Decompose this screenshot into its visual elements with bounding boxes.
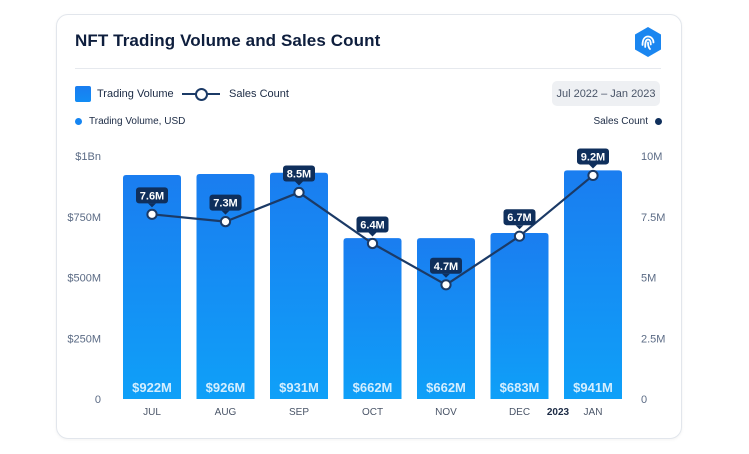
bar-trading-volume	[196, 173, 255, 399]
bar-trading-volume	[123, 174, 181, 399]
bar-value-label: $683M	[500, 380, 540, 395]
chart-title: NFT Trading Volume and Sales Count	[75, 31, 381, 50]
sales-count-label: 4.7M	[434, 261, 458, 273]
bar-value-label: $662M	[353, 380, 393, 395]
sales-count-label: 8.5M	[287, 168, 311, 180]
left-axis-title: Trading Volume, USD	[75, 116, 185, 127]
bar-trading-volume	[490, 233, 549, 399]
left-axis-tick-label: $500M	[67, 273, 101, 285]
x-axis-category-label: AUG	[215, 407, 237, 418]
date-range-button[interactable]: Jul 2022 – Jan 2023	[552, 81, 660, 106]
x-axis-category-label: JUL	[143, 407, 161, 418]
right-axis-title: Sales Count	[594, 116, 662, 127]
legend-trading-volume-label: Trading Volume	[97, 88, 174, 100]
sales-count-label-badge	[430, 257, 462, 274]
sales-count-label-badge	[136, 187, 168, 204]
bar-value-label: $941M	[573, 380, 613, 395]
sales-count-label-pointer	[442, 273, 450, 278]
right-axis-dot	[655, 118, 662, 125]
legend-sales-count-marker	[195, 88, 208, 101]
sales-count-label-badge	[356, 216, 389, 233]
left-axis-tick-label: $750M	[67, 212, 101, 224]
right-axis-title-text: Sales Count	[593, 116, 648, 127]
header-divider	[75, 68, 661, 69]
x-axis-category-label: DEC	[509, 407, 530, 418]
sales-count-label-badge	[209, 194, 242, 211]
sales-count-label: 6.7M	[507, 212, 531, 224]
bar-value-label: $662M	[426, 380, 466, 395]
left-axis-tick-label: 0	[95, 394, 101, 406]
left-axis-tick-label: $250M	[67, 333, 101, 345]
bar-trading-volume	[564, 170, 622, 399]
sales-count-label-pointer	[148, 203, 156, 208]
sales-count-label-badge	[283, 165, 315, 182]
sales-count-label: 7.6M	[140, 190, 164, 202]
sales-count-label: 6.4M	[360, 219, 384, 231]
bar-value-label: $922M	[132, 380, 172, 395]
sales-count-point	[587, 169, 599, 182]
sales-count-label-badge	[503, 209, 536, 226]
sales-count-label: 7.3M	[213, 198, 237, 210]
sales-count-point	[293, 186, 305, 199]
sales-count-label-pointer	[368, 232, 377, 237]
sales-count-label-pointer	[295, 181, 303, 186]
x-axis-category-label: OCT	[362, 407, 383, 418]
right-axis-tick-label: 0	[641, 394, 647, 406]
sales-count-point	[219, 216, 232, 228]
x-axis-category-label: JAN	[584, 407, 603, 418]
sales-count-point	[146, 208, 158, 220]
sales-count-label: 9.2M	[581, 151, 605, 163]
bar-trading-volume	[270, 172, 328, 399]
right-axis-tick-label: 7.5M	[641, 212, 665, 224]
sales-count-label-badge	[577, 148, 609, 165]
sales-count-label-pointer	[515, 225, 524, 230]
x-axis-year-marker: 2023	[547, 407, 570, 418]
legend-trading-volume-swatch	[75, 86, 91, 102]
bar-value-label: $926M	[206, 380, 246, 395]
bar-trading-volume	[417, 238, 475, 399]
sales-count-label-pointer	[589, 164, 597, 169]
x-axis-category-label: NOV	[435, 407, 457, 418]
sales-count-point	[513, 230, 526, 242]
left-axis-dot	[75, 118, 82, 125]
left-axis-tick-label: $1Bn	[75, 151, 101, 163]
left-axis-title-text: Trading Volume, USD	[89, 116, 186, 127]
right-axis-tick-label: 5M	[641, 273, 656, 285]
right-axis-tick-label: 10M	[641, 151, 662, 163]
sales-count-point	[440, 279, 452, 291]
bar-trading-volume	[343, 238, 402, 399]
sales-count-label-pointer	[221, 210, 230, 215]
fingerprint-shield-logo	[635, 27, 661, 57]
sales-count-point	[366, 237, 379, 250]
bar-value-label: $931M	[279, 380, 319, 395]
right-axis-tick-label: 2.5M	[641, 333, 665, 345]
x-axis-category-label: SEP	[289, 407, 309, 418]
legend-sales-count-label: Sales Count	[229, 88, 289, 100]
